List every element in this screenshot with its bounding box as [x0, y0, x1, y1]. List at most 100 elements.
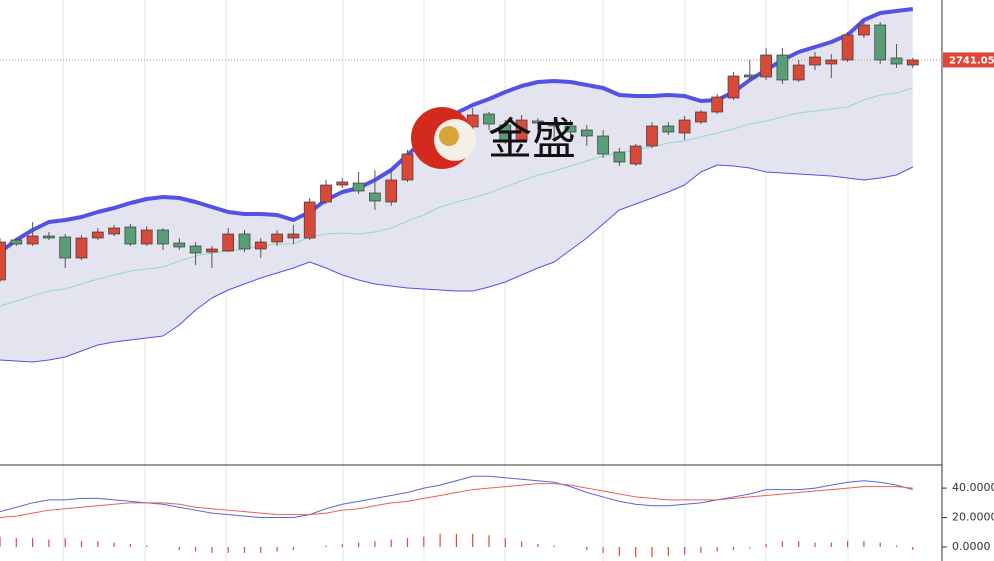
- watermark: 金盛: [411, 107, 576, 169]
- watermark-text: 金盛: [488, 114, 576, 165]
- macd-panel: [0, 475, 914, 558]
- histogram-bar: [129, 544, 131, 548]
- candle-body: [841, 34, 854, 61]
- candle-body: [157, 229, 169, 245]
- candle-body: [124, 226, 137, 245]
- candle-body: [483, 113, 495, 125]
- candle-body: [189, 245, 202, 254]
- histogram-bar: [358, 542, 360, 548]
- histogram-bar: [113, 542, 115, 548]
- candle-body: [59, 236, 72, 259]
- candle-body: [613, 151, 626, 163]
- histogram-bar: [97, 541, 99, 548]
- candle-body: [874, 24, 887, 61]
- histogram-bar: [243, 547, 246, 553]
- candle-body: [352, 182, 365, 192]
- middle-band: [0, 87, 913, 307]
- histogram-bar: [586, 547, 588, 550]
- histogram-bar: [537, 544, 539, 548]
- candle-body: [254, 241, 267, 250]
- histogram-bar: [765, 544, 767, 548]
- histogram-bar: [406, 538, 409, 548]
- candle-body: [564, 125, 577, 133]
- histogram-bar: [504, 538, 506, 548]
- histogram-bar: [912, 547, 914, 550]
- histogram-bar: [195, 547, 197, 552]
- histogram-bar: [390, 539, 392, 548]
- histogram-bar: [781, 541, 783, 548]
- histogram-bar: [146, 545, 148, 548]
- candle-body: [858, 24, 870, 36]
- candle-body: [0, 241, 6, 281]
- candle-body: [303, 201, 316, 239]
- logo-ball: [439, 126, 459, 146]
- candle-body: [43, 235, 55, 239]
- candle-body: [271, 233, 283, 243]
- macd-line: [0, 483, 913, 519]
- histogram-bar: [211, 547, 213, 553]
- candle-body: [10, 239, 23, 245]
- candle-body: [597, 135, 609, 155]
- histogram-bar: [798, 541, 800, 548]
- histogram-bar: [716, 547, 718, 552]
- histogram-bar: [895, 545, 898, 548]
- histogram-bar: [635, 547, 637, 558]
- candle-body: [222, 233, 235, 252]
- histogram-bar: [423, 536, 425, 548]
- candle-body: [287, 233, 300, 239]
- histogram-bar: [325, 545, 327, 548]
- candle-body: [678, 119, 691, 134]
- histogram-bar: [521, 541, 523, 548]
- histogram-bar: [700, 547, 702, 553]
- candle-body: [825, 59, 838, 65]
- histogram-bar: [667, 547, 669, 556]
- candle-body: [140, 229, 153, 245]
- histogram-bar: [341, 544, 343, 548]
- histogram-bar: [80, 541, 83, 548]
- y-tick-label: 0.0000: [952, 540, 991, 553]
- histogram-bar: [260, 547, 262, 553]
- candle-body: [401, 153, 414, 181]
- candle-body: [108, 227, 120, 235]
- histogram-bar: [651, 547, 653, 558]
- candle-body: [548, 122, 561, 127]
- candle-body: [336, 181, 349, 186]
- candle-body: [369, 192, 381, 202]
- candle-body: [629, 145, 642, 165]
- histogram-bar: [863, 541, 865, 548]
- histogram-bar: [0, 536, 1, 548]
- histogram-bar: [439, 533, 441, 548]
- candle-body: [906, 59, 919, 66]
- histogram-bar: [178, 547, 180, 550]
- candle-body: [890, 57, 903, 65]
- candle-body: [515, 119, 528, 141]
- candle-body: [26, 235, 39, 245]
- histogram-bar: [814, 542, 816, 548]
- candle-body: [532, 120, 544, 124]
- candle-body: [662, 125, 675, 133]
- candle-body: [760, 54, 772, 78]
- histogram-bar: [32, 538, 34, 548]
- histogram-bar: [292, 547, 294, 550]
- candle-body: [776, 54, 789, 81]
- candle-body: [238, 233, 251, 250]
- price-label: 2741.056: [949, 55, 994, 66]
- histogram-bar: [879, 542, 881, 548]
- candle-body: [743, 74, 756, 78]
- histogram-bar: [472, 533, 474, 548]
- candle-body: [711, 96, 724, 113]
- histogram-bar: [602, 547, 604, 553]
- candle-body: [727, 75, 740, 99]
- candle-body: [695, 111, 707, 123]
- candle-body: [792, 64, 805, 81]
- candle-body: [580, 129, 593, 137]
- candle-body: [320, 184, 332, 203]
- histogram-bar: [749, 547, 751, 549]
- candle-body: [499, 124, 512, 141]
- y-tick-label: 20.0000: [952, 511, 994, 524]
- histogram-bar: [847, 541, 849, 548]
- histogram-bar: [830, 542, 832, 548]
- candle-body: [91, 231, 104, 239]
- histogram-bar: [618, 547, 620, 556]
